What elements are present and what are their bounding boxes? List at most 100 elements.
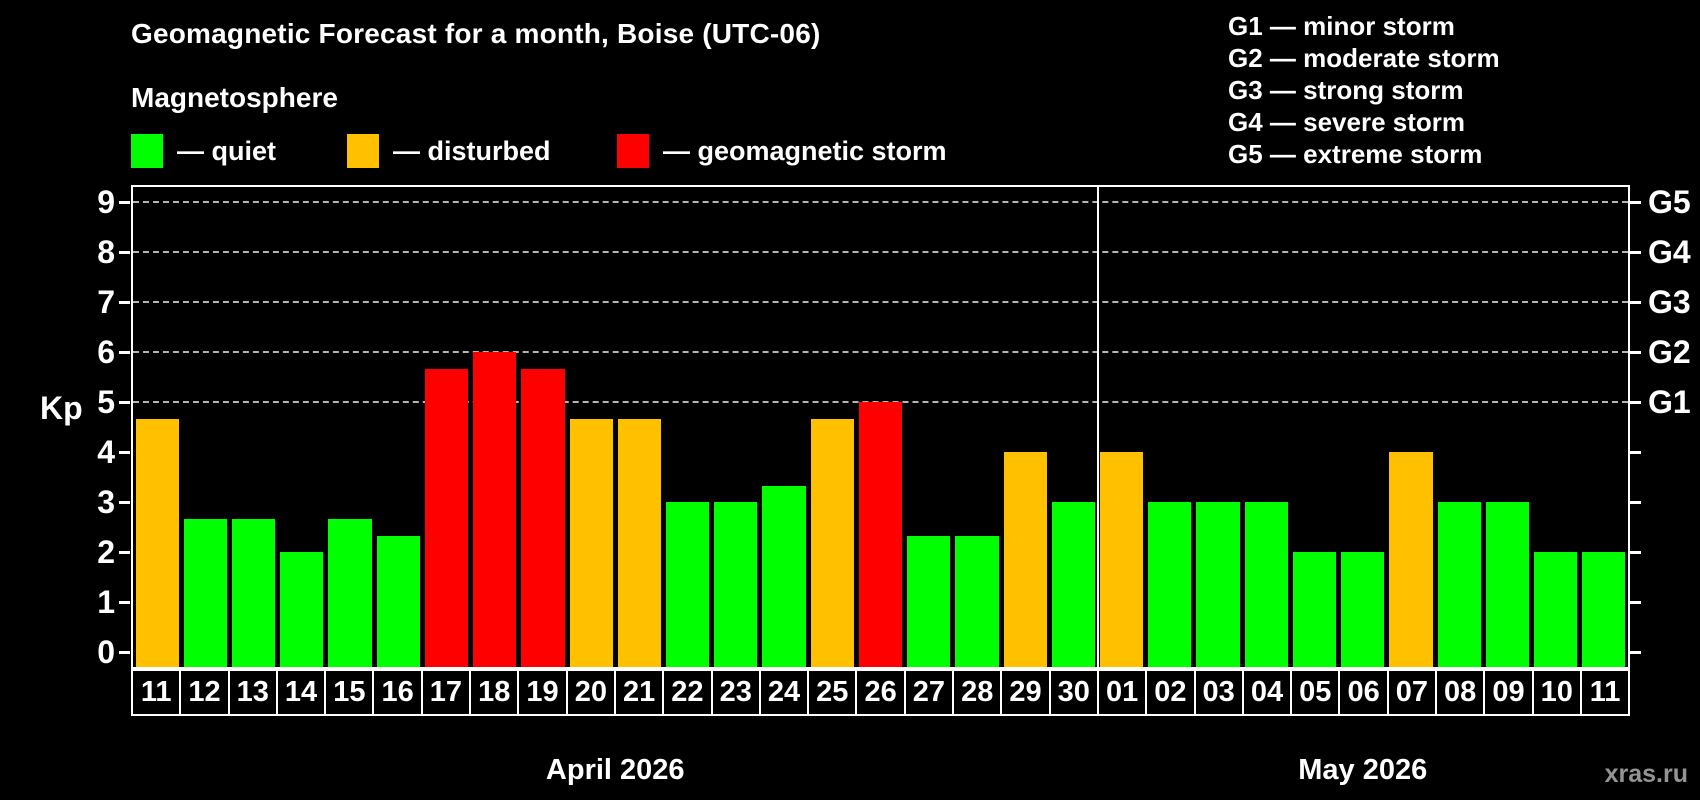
- quiet-label: — quiet: [177, 135, 276, 166]
- kp-bar: [1485, 502, 1530, 667]
- g-tick-label: G3: [1648, 284, 1691, 320]
- kp-bar: [1003, 452, 1047, 667]
- day-label: 27: [903, 669, 955, 716]
- kp-axis-label: Kp: [40, 390, 83, 426]
- day-label: 28: [952, 669, 1003, 716]
- day-label-row: 11 12 13 14 15 16 17 18 19 20 21 22 23 24 25 26 27 28 29 30…: [131, 669, 1631, 716]
- g-legend-line: G4 — severe storm: [1228, 107, 1466, 137]
- kp-bar: [810, 418, 854, 667]
- month-separator: [1096, 187, 1099, 667]
- day-label: 29: [1000, 669, 1051, 716]
- kp-bar: [762, 485, 806, 667]
- day-label: 01: [1096, 669, 1148, 716]
- day-label: 30: [1048, 669, 1099, 716]
- kp-bar: [183, 518, 227, 667]
- kp-bar: [1389, 452, 1433, 667]
- axis-tick: [1630, 451, 1641, 454]
- kp-bar: [1582, 552, 1626, 667]
- kp-bar: [569, 418, 613, 667]
- quiet-swatch: [131, 134, 163, 168]
- kp-bar: [665, 502, 710, 667]
- chart-title: Geomagnetic Forecast for a month, Boise …: [131, 18, 821, 49]
- day-label: 22: [662, 669, 713, 716]
- day-label: 24: [758, 669, 810, 716]
- legend-item-disturbed: — disturbed: [347, 133, 551, 169]
- day-label: 03: [1193, 669, 1244, 716]
- plot-area: [131, 185, 1630, 669]
- kp-bar: [617, 418, 661, 667]
- storm-label: — geomagnetic storm: [663, 135, 947, 166]
- day-label: 10: [1531, 669, 1582, 716]
- gridline-kp9: [133, 201, 1628, 203]
- g-tick-label: G2: [1648, 334, 1691, 370]
- kp-bar: [424, 368, 469, 667]
- kp-bar: [521, 368, 565, 667]
- day-label: 12: [179, 669, 230, 716]
- magnetosphere-label: Magnetosphere: [131, 82, 338, 113]
- kp-tick-label: 7: [97, 284, 115, 320]
- kp-tick-label: 3: [97, 484, 115, 520]
- kp-bar: [1244, 502, 1288, 667]
- axis-tick: [1630, 651, 1641, 654]
- axis-tick: [119, 351, 130, 354]
- day-label: 20: [565, 669, 616, 716]
- watermark: xras.ru: [1604, 760, 1688, 788]
- g-legend-line: G3 — strong storm: [1228, 75, 1464, 105]
- kp-tick-label: 8: [97, 234, 115, 270]
- day-label: 18: [469, 669, 520, 716]
- day-label: 13: [227, 669, 278, 716]
- kp-bar: [955, 535, 999, 667]
- kp-bar: [1341, 552, 1385, 667]
- axis-tick: [1630, 301, 1641, 304]
- gridline-kp6: [133, 351, 1628, 353]
- kp-bar: [1196, 502, 1240, 667]
- day-label: 11: [1579, 669, 1631, 716]
- g-tick-label: G1: [1648, 384, 1691, 420]
- legend-item-storm: — geomagnetic storm: [617, 133, 947, 169]
- disturbed-swatch: [347, 134, 379, 168]
- axis-tick: [1630, 351, 1641, 354]
- axis-tick: [119, 551, 130, 554]
- g-legend-line: G2 — moderate storm: [1228, 43, 1500, 73]
- day-label: 11: [131, 669, 182, 716]
- kp-bar: [376, 535, 420, 667]
- kp-bar: [1100, 452, 1144, 667]
- kp-tick-label: 5: [97, 384, 115, 420]
- month-label: April 2026: [545, 754, 685, 786]
- kp-bar: [231, 518, 276, 667]
- day-label: 02: [1145, 669, 1196, 716]
- day-label: 26: [855, 669, 906, 716]
- axis-tick: [1630, 251, 1641, 254]
- g-scale-legend: G1 — minor storm G2 — moderate storm G3 — …: [1228, 10, 1500, 170]
- axis-tick: [1630, 201, 1641, 204]
- g-legend-line: G5 — extreme storm: [1228, 139, 1483, 169]
- day-label: 04: [1241, 669, 1293, 716]
- axis-tick: [119, 301, 130, 304]
- axis-tick: [119, 601, 130, 604]
- axis-tick: [119, 451, 130, 454]
- gridline-kp8: [133, 251, 1628, 253]
- kp-tick-label: 2: [97, 534, 115, 570]
- axis-tick: [119, 651, 130, 654]
- day-label: 07: [1386, 669, 1438, 716]
- kp-tick-label: 0: [97, 634, 115, 670]
- day-label: 14: [275, 669, 327, 716]
- day-label: 06: [1338, 669, 1389, 716]
- day-label: 16: [372, 669, 423, 716]
- storm-swatch: [617, 134, 649, 168]
- disturbed-label: — disturbed: [393, 135, 551, 166]
- kp-tick-label: 9: [97, 184, 115, 220]
- kp-tick-label: 6: [97, 334, 115, 370]
- kp-bar: [1051, 502, 1095, 667]
- axis-tick: [119, 251, 130, 254]
- kp-bar: [1437, 502, 1481, 667]
- kp-tick-label: 1: [97, 584, 115, 620]
- kp-bar: [1148, 502, 1192, 667]
- day-label: 23: [710, 669, 761, 716]
- month-label: May 2026: [1298, 754, 1428, 786]
- day-label: 25: [807, 669, 858, 716]
- g-legend-line: G1 — minor storm: [1228, 11, 1455, 41]
- axis-tick: [1630, 551, 1641, 554]
- kp-bar: [473, 352, 517, 667]
